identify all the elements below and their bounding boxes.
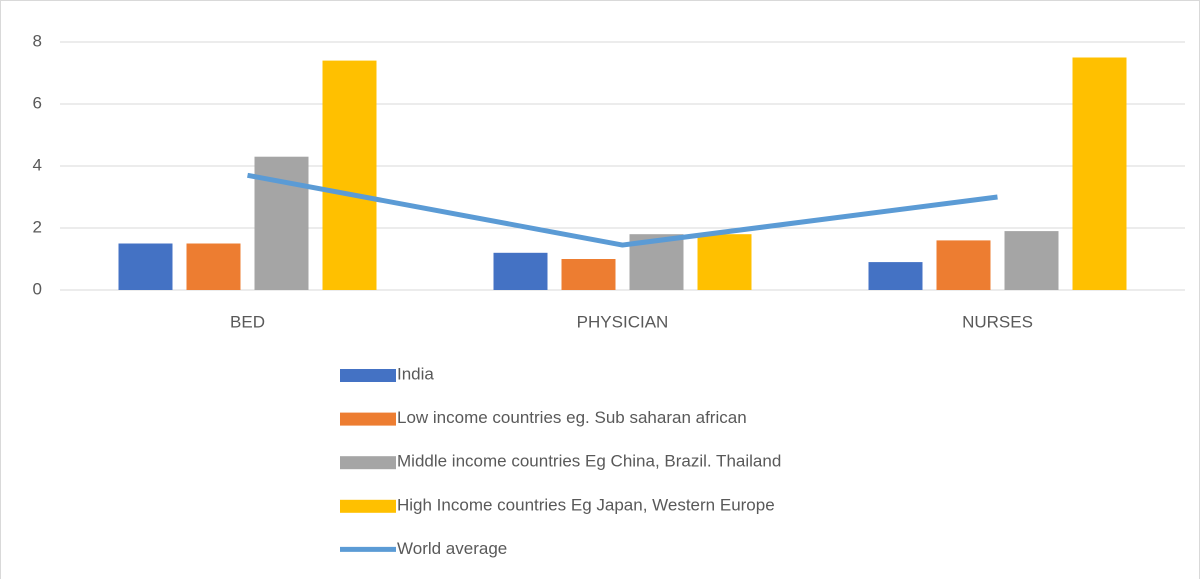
legend-swatch	[340, 456, 396, 470]
x-tick-label: BED	[230, 312, 265, 331]
bar	[697, 234, 752, 290]
bar	[493, 252, 548, 290]
legend-swatch	[340, 499, 396, 513]
y-tick-label: 4	[33, 155, 42, 174]
legend-swatch	[340, 412, 396, 426]
bar	[1072, 57, 1127, 290]
legend-label: High Income countries Eg Japan, Western …	[397, 495, 775, 514]
legend-label: Low income countries eg. Sub saharan afr…	[397, 408, 747, 427]
y-tick-label: 0	[33, 279, 42, 298]
legend-label: India	[397, 364, 434, 383]
bar	[561, 259, 616, 290]
bar	[936, 240, 991, 290]
bar	[186, 243, 241, 290]
x-tick-label: PHYSICIAN	[577, 312, 669, 331]
legend-label: World average	[397, 539, 507, 558]
legend-swatch	[340, 369, 396, 382]
x-tick-label: NURSES	[962, 312, 1033, 331]
legend-label: Middle income countries Eg China, Brazil…	[397, 452, 781, 471]
bar	[118, 243, 173, 290]
y-tick-label: 8	[33, 31, 42, 50]
bar	[868, 262, 923, 290]
line	[247, 172, 998, 248]
bar	[322, 60, 377, 290]
y-tick-label: 2	[33, 217, 42, 236]
bar	[1004, 231, 1059, 290]
y-tick-label: 6	[33, 93, 42, 112]
